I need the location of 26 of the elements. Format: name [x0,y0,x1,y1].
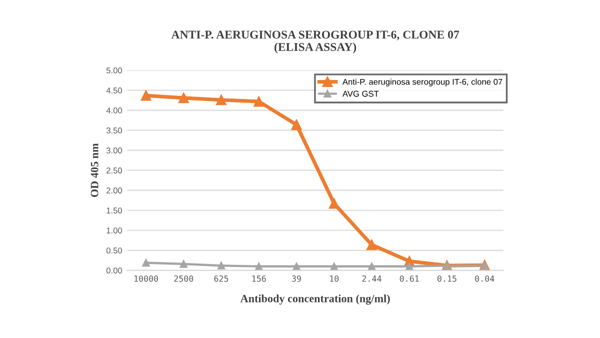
legend-label: Anti-P. aeruginosa serogroup IT-6, clone 07 [342,78,502,86]
y-tick-label: 3.00 [106,148,122,154]
x-tick-label: 39 [292,275,301,282]
y-tick-label: 4.00 [106,108,122,114]
y-tick-label: 3.50 [106,128,122,134]
x-tick-label: 625 [214,275,228,282]
x-tick-label: 0.15 [437,275,456,282]
x-tick-label: 0.04 [475,275,494,282]
y-tick-label: 0.50 [106,248,122,254]
x-tick-label: 156 [252,275,266,282]
y-tick-label: 5.00 [106,68,122,74]
y-tick-label: 1.50 [106,208,122,214]
legend-label: AVG GST [342,90,379,97]
y-tick-label: 2.00 [106,188,122,194]
chart-title: ANTI-P. AERUGINOSA SEROGROUP IT-6, CLONE 07 (ELISA ASSAY) [171,30,460,54]
x-tick-label: 10 [330,275,339,282]
x-tick-label: 10000 [134,275,158,282]
y-tick-label: 0.00 [106,268,122,274]
x-tick-label: 2.44 [362,275,382,282]
y-tick-label: 4.50 [106,88,122,94]
y-tick-label: 2.50 [106,168,122,174]
x-axis-title: Antibody concentration (ng/ml) [240,294,390,305]
x-tick-label: 0.61 [400,275,419,282]
y-axis-title: OD 405 nm [90,143,98,197]
x-tick-label: 2500 [174,275,194,282]
y-tick-label: 1.00 [106,228,122,234]
